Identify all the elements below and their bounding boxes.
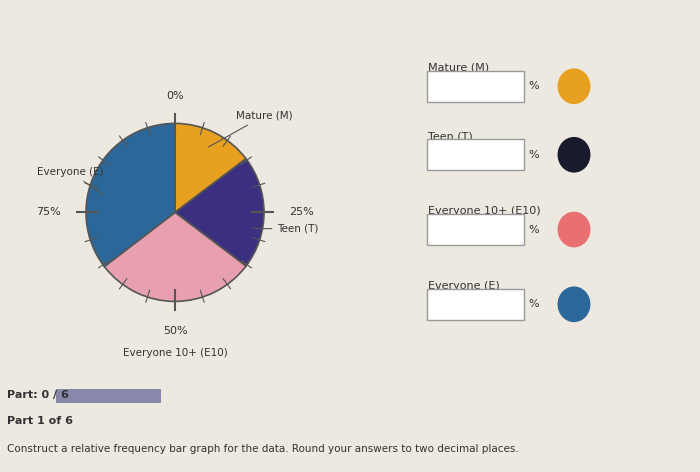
Text: 29.3: 29.3	[462, 223, 489, 236]
Text: Teen (T): Teen (T)	[428, 131, 472, 141]
Wedge shape	[175, 159, 264, 266]
Text: 14.7: 14.7	[462, 80, 489, 93]
Circle shape	[559, 212, 589, 247]
Text: 75%: 75%	[36, 207, 61, 218]
Text: 0%: 0%	[166, 91, 184, 101]
Text: Mature (M): Mature (M)	[209, 111, 292, 147]
Text: Mature (M): Mature (M)	[428, 63, 489, 73]
Text: %: %	[528, 299, 539, 309]
Circle shape	[559, 138, 589, 172]
Text: 20.6: 20.6	[462, 148, 489, 161]
Circle shape	[559, 69, 589, 103]
Text: Everyone 10+ (E10): Everyone 10+ (E10)	[428, 206, 540, 216]
Text: Everyone 10+ (E10): Everyone 10+ (E10)	[122, 348, 228, 358]
FancyBboxPatch shape	[426, 139, 524, 170]
Text: %: %	[528, 81, 539, 91]
Text: 50%: 50%	[162, 326, 188, 337]
Text: Everyone (E): Everyone (E)	[428, 281, 500, 291]
Text: %: %	[528, 150, 539, 160]
FancyBboxPatch shape	[426, 214, 524, 245]
Text: 35.4: 35.4	[462, 298, 488, 311]
Text: 25%: 25%	[289, 207, 314, 218]
Text: %: %	[528, 225, 539, 235]
Text: Teen (T): Teen (T)	[253, 224, 318, 234]
Circle shape	[559, 287, 589, 321]
FancyBboxPatch shape	[426, 71, 524, 102]
FancyBboxPatch shape	[56, 389, 161, 403]
Text: Everyone (E): Everyone (E)	[37, 167, 104, 195]
Wedge shape	[104, 212, 246, 302]
Wedge shape	[86, 123, 175, 267]
Wedge shape	[175, 123, 246, 212]
Text: Part: 0 / 6: Part: 0 / 6	[7, 390, 69, 400]
Text: Part 1 of 6: Part 1 of 6	[7, 416, 73, 426]
FancyBboxPatch shape	[426, 289, 524, 320]
Text: Construct a relative frequency bar graph for the data. Round your answers to two: Construct a relative frequency bar graph…	[7, 444, 519, 455]
